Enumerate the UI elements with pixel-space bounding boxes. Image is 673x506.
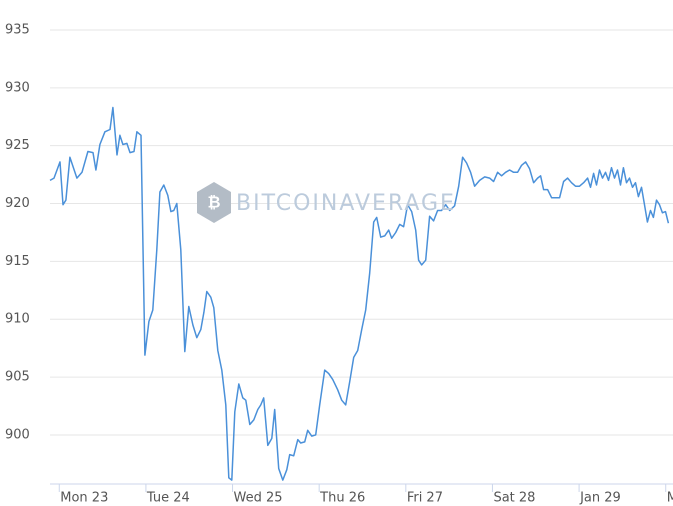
x-tick-label: Mon 23: [60, 491, 108, 506]
x-tick-label: Wed 25: [234, 491, 283, 506]
watermark-text: BITCOINAVERAGE: [236, 191, 456, 216]
y-tick-label: 905: [5, 370, 30, 385]
watermark-logo: [197, 182, 231, 223]
line: [49, 106, 670, 481]
x-tick-label: Fri 27: [407, 491, 443, 506]
y-tick-label: 915: [5, 254, 30, 269]
y-tick-label: 920: [5, 196, 30, 211]
x-tick-label: M: [667, 491, 673, 506]
y-tick-label: 910: [5, 312, 30, 327]
y-tick-label: 930: [5, 80, 30, 95]
x-tick-label: Sat 28: [493, 491, 535, 506]
y-tick-label: 925: [5, 138, 30, 153]
x-tick-label: Jan 29: [579, 491, 621, 506]
x-tick-label: Thu 26: [319, 491, 365, 506]
x-tick-label: Tue 24: [146, 491, 190, 506]
watermark-icon: ₿: [207, 193, 220, 212]
watermark: ₿ BITCOINAVERAGE: [197, 182, 456, 223]
y-tick-label: 935: [5, 22, 30, 37]
y-tick-label: 900: [5, 427, 30, 442]
